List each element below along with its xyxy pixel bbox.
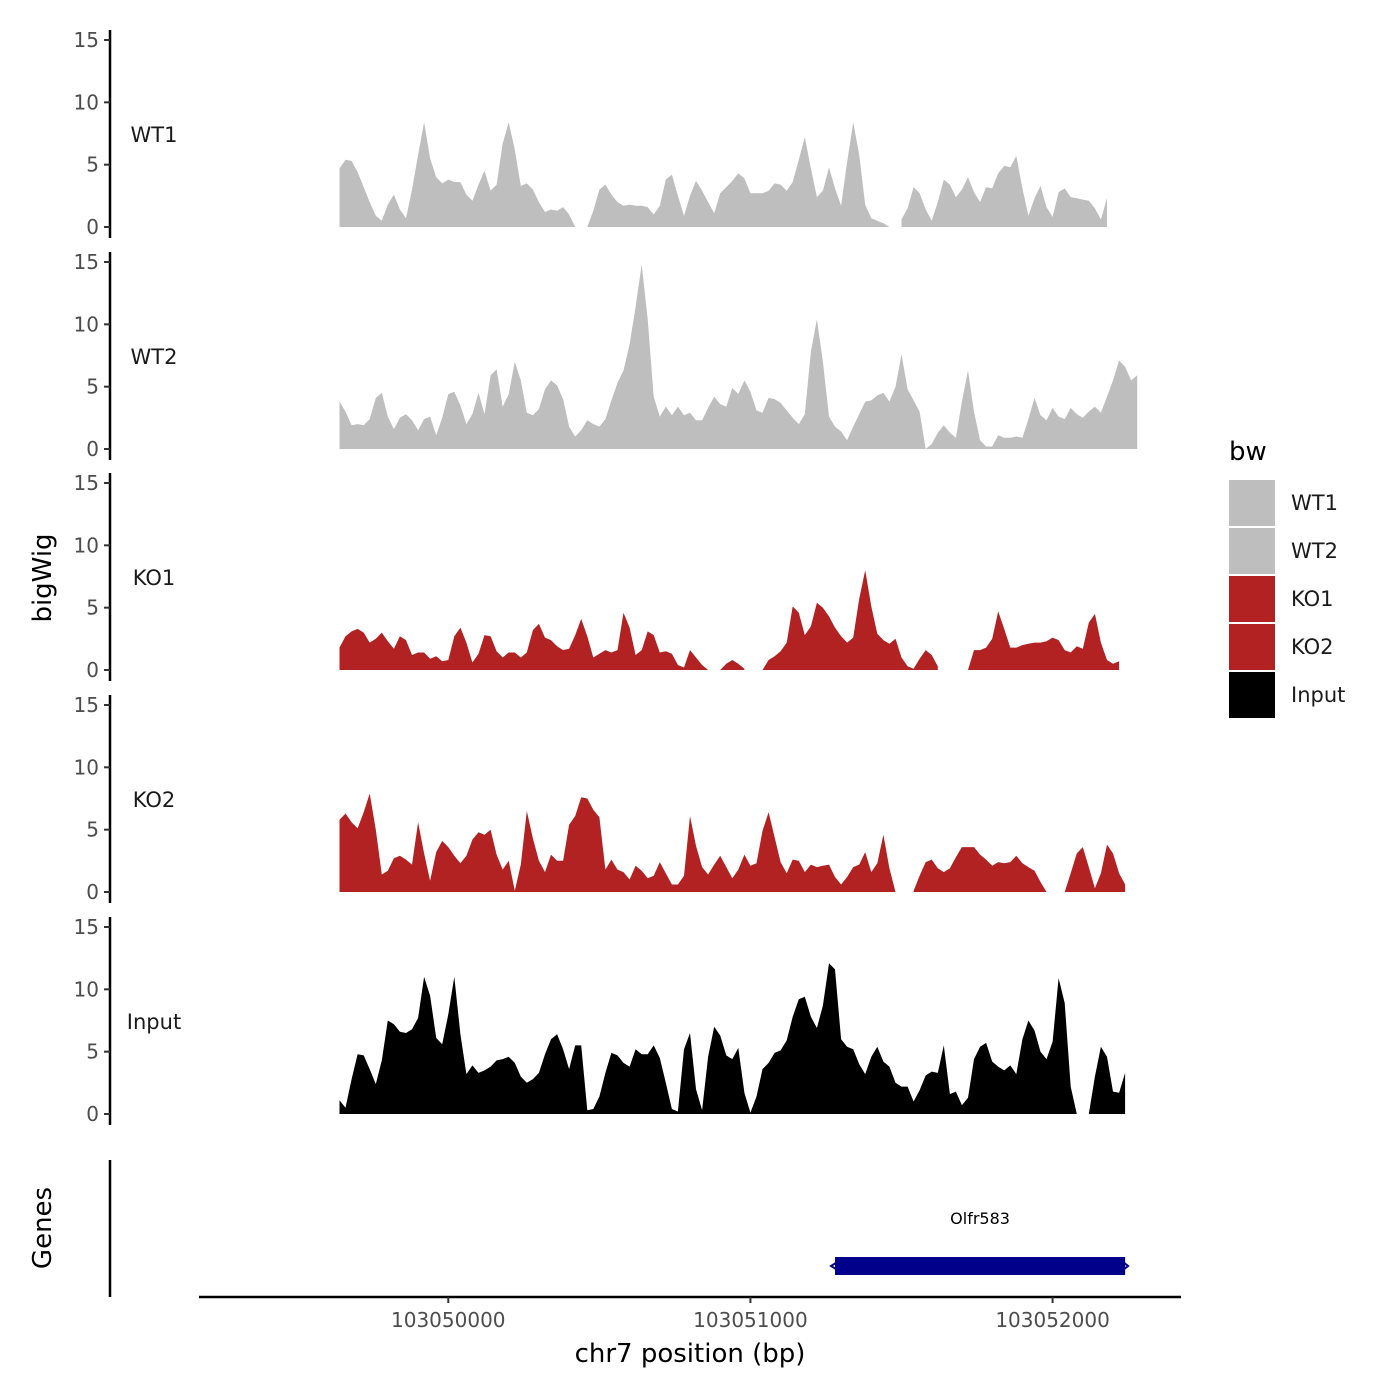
- signal-area-ko2: [1064, 844, 1126, 892]
- legend-label: WT2: [1291, 539, 1338, 563]
- legend-swatch: [1229, 624, 1275, 670]
- signal-area-ko1: [720, 660, 745, 670]
- legend-swatch: [1229, 528, 1275, 574]
- gene-strand-arrow: [829, 1260, 840, 1272]
- legend-item-input: Input: [1229, 672, 1345, 718]
- x-tick-label: 103051000: [693, 1308, 808, 1332]
- legend-item-ko1: KO1: [1229, 576, 1334, 622]
- signal-area-ko1: [339, 612, 709, 670]
- legend-label: Input: [1291, 683, 1345, 707]
- track-label: KO2: [133, 788, 176, 812]
- track-label: WT2: [131, 345, 178, 369]
- y-tick-label: 0: [86, 215, 99, 239]
- track-ko1: 0 5 10 15 KO1: [74, 471, 1120, 682]
- signal-area-input: [1088, 1046, 1126, 1114]
- y-tick-label: 15: [74, 250, 99, 274]
- signal-area-wt1: [587, 122, 890, 227]
- y-tick-label: 5: [86, 1040, 99, 1064]
- y-tick-label: 0: [86, 658, 99, 682]
- track-label: KO1: [133, 566, 176, 590]
- bigwig-tracks: 0 5 10 15 WT1 0 5 10 15 WT2 0 5 10 15 KO1 0 5 10 15 KO2 0 5 10…: [74, 28, 1138, 1126]
- gene-exon: [835, 1257, 1126, 1275]
- y-tick-label: 10: [74, 533, 99, 557]
- signal-area-ko2: [339, 793, 896, 892]
- y-tick-label: 0: [86, 880, 99, 904]
- x-axis: 103050000 103051000 103052000: [199, 1295, 1181, 1332]
- legend: bw WT1 WT2 KO1 KO2 Input: [1229, 437, 1345, 718]
- y-tick-label: 5: [86, 596, 99, 620]
- signal-area-wt1: [901, 155, 1107, 227]
- y-tick-label: 10: [74, 977, 99, 1001]
- legend-label: KO2: [1291, 635, 1334, 659]
- signal-area-ko1: [762, 570, 938, 670]
- y-tick-label: 5: [86, 818, 99, 842]
- x-tick-label: 103050000: [391, 1308, 506, 1332]
- y-tick-label: 10: [74, 90, 99, 114]
- legend-title: bw: [1229, 437, 1267, 467]
- track-ko2: 0 5 10 15 KO2: [74, 693, 1126, 904]
- track-wt2: 0 5 10 15 WT2: [74, 250, 1138, 461]
- y-tick-label: 15: [74, 471, 99, 495]
- y-axis-title: bigWig: [28, 533, 58, 622]
- signal-area-ko2: [913, 847, 1047, 892]
- y-tick-label: 15: [74, 693, 99, 717]
- legend-item-wt1: WT1: [1229, 480, 1338, 526]
- legend-swatch: [1229, 672, 1275, 718]
- y-tick-label: 0: [86, 437, 99, 461]
- x-tick-label: 103052000: [995, 1308, 1110, 1332]
- track-label: WT1: [131, 123, 178, 147]
- signal-area-wt1: [339, 122, 576, 227]
- y-tick-label: 15: [74, 28, 99, 52]
- legend-label: WT1: [1291, 491, 1338, 515]
- genes-axis-title: Genes: [28, 1187, 58, 1269]
- track-label: Input: [127, 1010, 181, 1034]
- legend-item-ko2: KO2: [1229, 624, 1334, 670]
- genes-panel: Olfr583: [108, 1160, 1130, 1297]
- y-tick-label: 10: [74, 312, 99, 336]
- gene-olfr583: Olfr583: [829, 1209, 1130, 1275]
- y-tick-label: 5: [86, 375, 99, 399]
- y-tick-label: 10: [74, 755, 99, 779]
- legend-swatch: [1229, 576, 1275, 622]
- y-tick-label: 5: [86, 153, 99, 177]
- legend-item-wt2: WT2: [1229, 528, 1338, 574]
- track-input: 0 5 10 15 Input: [74, 915, 1126, 1126]
- gene-strand-arrow: [1122, 1261, 1130, 1271]
- signal-area-ko1: [968, 611, 1120, 670]
- legend-label: KO1: [1291, 587, 1334, 611]
- signal-area-input: [339, 963, 1077, 1114]
- y-tick-label: 0: [86, 1102, 99, 1126]
- x-axis-title: chr7 position (bp): [575, 1339, 806, 1369]
- legend-swatch: [1229, 480, 1275, 526]
- track-wt1: 0 5 10 15 WT1: [74, 28, 1107, 239]
- signal-area-wt2: [339, 264, 1138, 449]
- y-tick-label: 15: [74, 915, 99, 939]
- gene-label: Olfr583: [950, 1209, 1010, 1228]
